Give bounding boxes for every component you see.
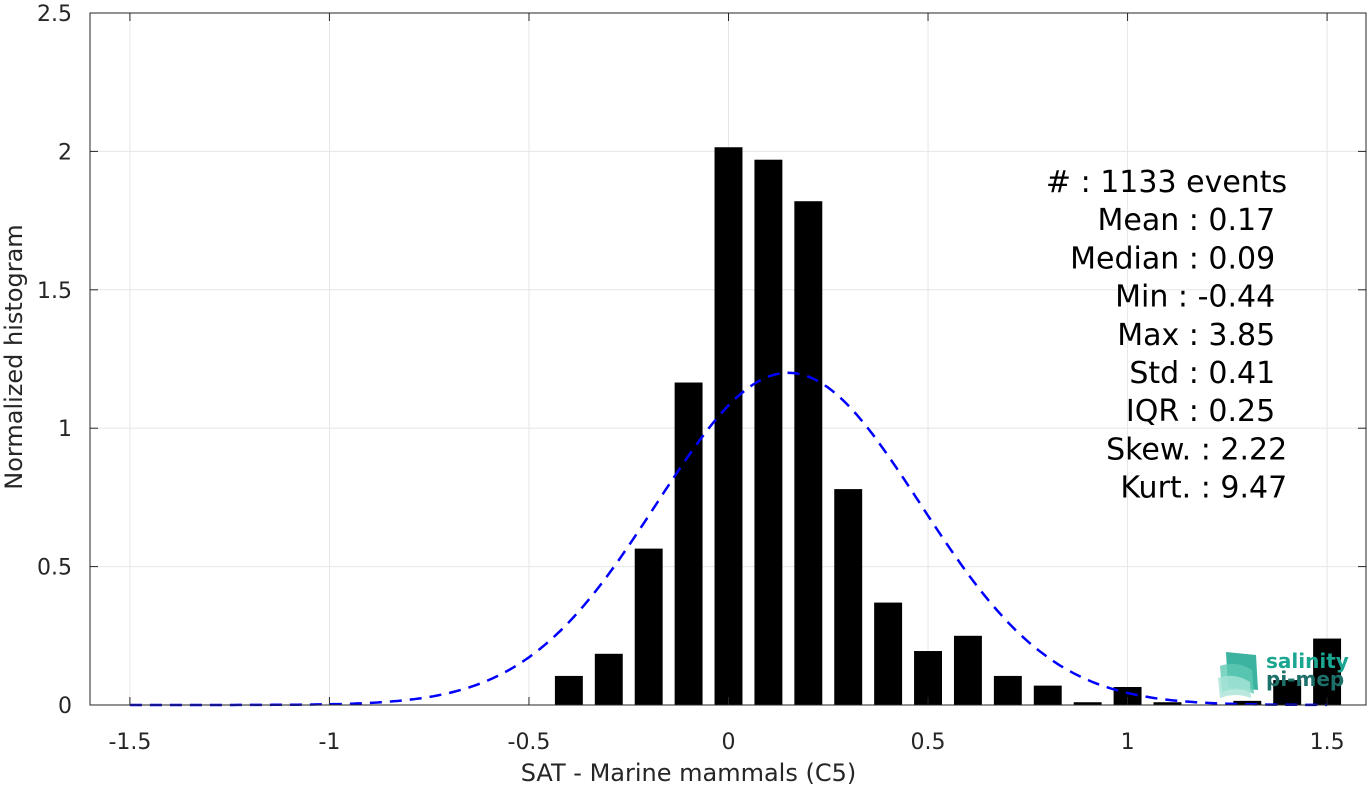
histogram-bar: [674, 382, 703, 705]
axis-ticks: [90, 12, 1366, 706]
stats-line: Std : 0.41: [1129, 356, 1275, 391]
stats-line: Mean : 0.17: [1097, 203, 1275, 238]
x-tick-label: -0.5: [508, 730, 551, 755]
histogram-bar: [594, 653, 623, 705]
stats-line: IQR : 0.25: [1126, 394, 1275, 429]
histogram-bar: [754, 159, 783, 706]
histogram-bar: [554, 675, 583, 705]
gaussian-fit-curve: [129, 371, 1328, 707]
histogram-bars: [554, 147, 1342, 706]
histogram-bar: [993, 675, 1022, 705]
histogram-bar: [794, 201, 823, 705]
histogram-bar: [953, 635, 982, 705]
histogram-bar: [1113, 687, 1142, 705]
histogram-bar: [914, 651, 942, 705]
histogram-bar: [1233, 700, 1262, 705]
x-tick-label: -1.5: [108, 730, 151, 755]
logo-text-salinity: salinity: [1266, 649, 1349, 673]
stats-line: Kurt. : 9.47: [1120, 471, 1287, 506]
histogram-bar: [634, 548, 663, 705]
x-axis-label: SAT - Marine mammals (C5): [521, 759, 856, 785]
y-tick-label: 2: [58, 140, 72, 165]
logo-text-pi-mep: pi-mep: [1266, 667, 1344, 691]
x-tick-label: 1.5: [1310, 730, 1345, 755]
x-tick-label: 1: [1121, 730, 1135, 755]
histogram-bar: [1313, 638, 1342, 705]
histogram-bar: [834, 489, 863, 705]
histogram-bar: [1153, 702, 1182, 705]
stats-line: Skew. : 2.22: [1106, 432, 1287, 467]
stats-line: Median : 0.09: [1070, 241, 1275, 276]
stats-line: Min : -0.44: [1115, 280, 1275, 315]
x-tick-label: 0.5: [911, 730, 946, 755]
y-tick-label: 2.5: [37, 2, 72, 27]
y-axis-label: Normalized histogram: [0, 224, 28, 489]
x-tick-label: 0: [722, 730, 736, 755]
stats-line: Max : 3.85: [1117, 318, 1275, 353]
histogram-bar: [714, 147, 743, 706]
tick-labels: -1.5 -1 -0.5 0 0.5 1 1.5 0 0.5 1 1.5 2 2.5: [37, 2, 1345, 755]
y-tick-label: 0: [58, 694, 72, 719]
y-tick-label: 0.5: [37, 556, 72, 581]
histogram-bar: [1033, 685, 1062, 705]
stats-line: # : 1133 events: [1046, 165, 1287, 200]
y-tick-label: 1.5: [37, 279, 72, 304]
histogram-bar: [1273, 680, 1302, 705]
y-tick-label: 1: [58, 417, 72, 442]
histogram-bar: [874, 602, 903, 705]
wave-logo-icon: [1218, 652, 1258, 698]
x-tick-label: -1: [318, 730, 340, 755]
salinity-pi-mep-logo: salinity pi-mep: [1218, 649, 1349, 698]
histogram-bar: [1073, 702, 1102, 705]
